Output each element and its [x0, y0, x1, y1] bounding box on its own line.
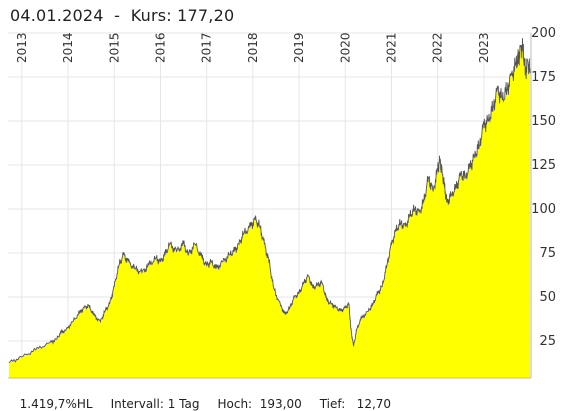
x-tick-label: 2023: [477, 32, 491, 63]
y-tick-label: 200: [531, 26, 556, 41]
x-tick-label: 2017: [200, 32, 214, 63]
x-tick-label: 2014: [61, 32, 75, 63]
footer-interval: Intervall: 1 Tag: [110, 397, 200, 411]
y-tick-label: 175: [531, 70, 556, 85]
x-tick-label: 2019: [292, 32, 306, 63]
y-tick-label: 50: [539, 290, 556, 305]
y-axis: 25 50 75 100 125 150 175 200: [531, 26, 556, 349]
x-tick-label: 2015: [107, 32, 121, 63]
footer-high: Hoch: 193,00: [217, 397, 302, 411]
price-line: [8, 38, 531, 364]
footer-hl: 1.419,7%HL: [19, 397, 93, 411]
footer-low: Tief: 12,70: [319, 397, 392, 411]
x-tick-label: 2022: [431, 32, 445, 63]
x-axis: 2013 2014 2015 2016 2017 2018 2019 2020 2021 2022…: [15, 32, 491, 63]
x-tick-label: 2016: [153, 32, 167, 63]
chart-title: 04.01.2024 - Kurs: 177,20: [10, 6, 235, 25]
x-tick-label: 2013: [15, 32, 29, 63]
area-layer: [8, 38, 531, 378]
y-tick-label: 150: [531, 114, 556, 129]
x-tick-label: 2021: [384, 32, 398, 63]
x-tick-label: 2020: [338, 32, 352, 63]
y-tick-label: 75: [539, 246, 556, 261]
y-tick-label: 125: [531, 158, 556, 173]
y-tick-label: 25: [539, 334, 556, 349]
x-tick-label: 2018: [246, 32, 260, 63]
chart-footer: 1.419,7%HL Intervall: 1 Tag Hoch: 193,00 Ti…: [12, 383, 409, 411]
price-area: [8, 38, 531, 378]
y-tick-label: 100: [531, 202, 556, 217]
